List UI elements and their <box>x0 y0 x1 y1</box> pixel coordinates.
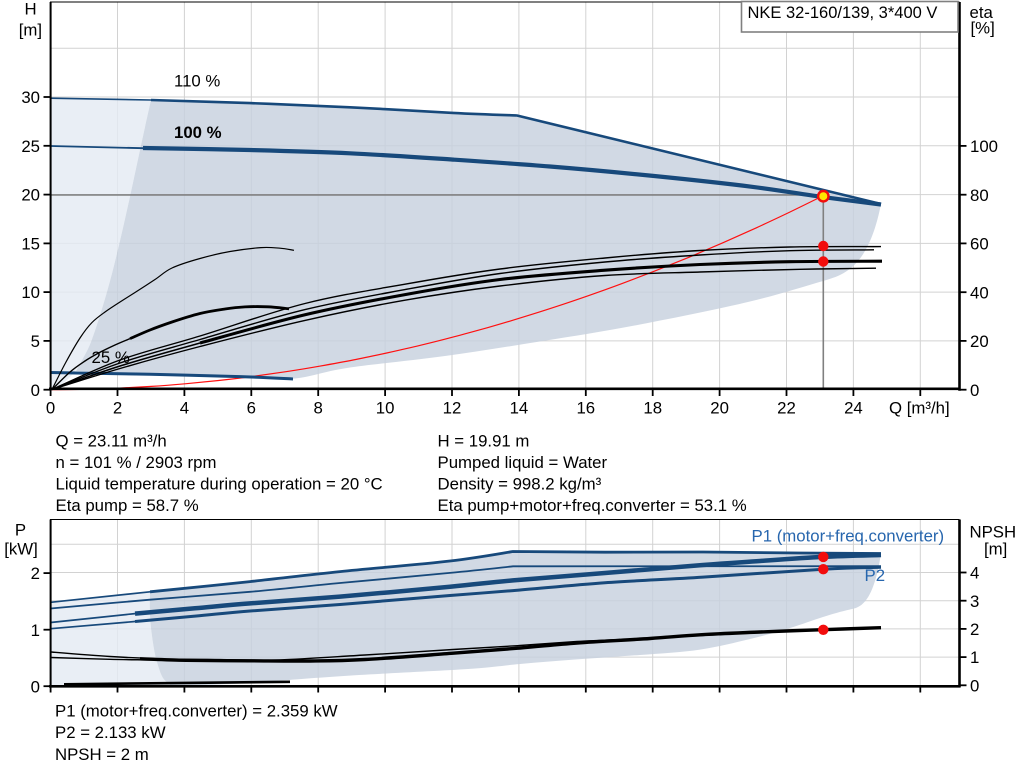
svg-text:20: 20 <box>710 398 729 417</box>
svg-text:0: 0 <box>46 398 55 417</box>
svg-text:1: 1 <box>970 648 979 667</box>
svg-text:H = 19.91 m: H = 19.91 m <box>438 432 530 451</box>
svg-text:22: 22 <box>777 398 796 417</box>
svg-text:NPSH = 2 m: NPSH = 2 m <box>55 745 149 764</box>
svg-text:20: 20 <box>970 332 989 351</box>
svg-text:80: 80 <box>970 186 989 205</box>
svg-text:20: 20 <box>21 186 40 205</box>
svg-text:110 %: 110 % <box>174 71 220 90</box>
svg-text:[m]: [m] <box>984 539 1007 558</box>
svg-text:Eta pump = 58.7 %: Eta pump = 58.7 % <box>56 496 199 515</box>
svg-text:40: 40 <box>970 283 989 302</box>
svg-text:15: 15 <box>21 235 40 254</box>
svg-text:16: 16 <box>576 398 595 417</box>
svg-text:3: 3 <box>970 592 979 611</box>
svg-text:18: 18 <box>643 398 662 417</box>
svg-text:1: 1 <box>31 621 40 640</box>
svg-text:100 %: 100 % <box>174 123 222 142</box>
svg-text:eta: eta <box>970 3 994 22</box>
svg-text:6: 6 <box>247 398 256 417</box>
svg-text:2: 2 <box>113 398 122 417</box>
svg-text:12: 12 <box>443 398 462 417</box>
svg-text:0: 0 <box>970 381 979 400</box>
svg-text:10: 10 <box>21 283 40 302</box>
svg-text:60: 60 <box>970 235 989 254</box>
svg-text:n = 101 % / 2903 rpm: n = 101 % / 2903 rpm <box>56 453 217 472</box>
svg-text:0: 0 <box>970 676 979 695</box>
svg-text:P: P <box>15 521 26 540</box>
svg-text:Pumped liquid = Water: Pumped liquid = Water <box>438 453 608 472</box>
svg-text:P2: P2 <box>865 566 886 585</box>
svg-text:100: 100 <box>970 137 998 156</box>
svg-text:Density = 998.2 kg/m³: Density = 998.2 kg/m³ <box>438 475 602 494</box>
svg-text:P1 (motor+freq.converter) = 2.: P1 (motor+freq.converter) = 2.359 kW <box>55 702 338 721</box>
svg-text:Q [m³/h]: Q [m³/h] <box>889 398 950 417</box>
svg-text:NKE 32-160/139, 3*400 V: NKE 32-160/139, 3*400 V <box>748 4 938 22</box>
svg-text:Liquid temperature during oper: Liquid temperature during operation = 20… <box>56 475 383 494</box>
svg-text:NPSH: NPSH <box>970 523 1017 542</box>
svg-text:25: 25 <box>21 137 40 156</box>
svg-text:P1 (motor+freq.converter): P1 (motor+freq.converter) <box>752 526 945 545</box>
svg-text:24: 24 <box>844 398 863 417</box>
svg-text:25 %: 25 % <box>92 348 130 367</box>
svg-text:[kW]: [kW] <box>4 540 38 559</box>
svg-text:5: 5 <box>31 332 40 351</box>
svg-text:2: 2 <box>31 564 40 583</box>
svg-text:P2 = 2.133 kW: P2 = 2.133 kW <box>55 723 166 742</box>
svg-text:8: 8 <box>314 398 323 417</box>
svg-text:0: 0 <box>31 381 40 400</box>
svg-text:10: 10 <box>376 398 395 417</box>
svg-text:0: 0 <box>31 677 40 696</box>
svg-text:4: 4 <box>970 564 979 583</box>
svg-text:[%]: [%] <box>971 19 995 38</box>
svg-text:Q = 23.11 m³/h: Q = 23.11 m³/h <box>56 432 167 451</box>
svg-text:14: 14 <box>510 398 529 417</box>
svg-text:H: H <box>25 0 37 19</box>
svg-text:Eta pump+motor+freq.converter: Eta pump+motor+freq.converter = 53.1 % <box>438 496 747 515</box>
svg-text:30: 30 <box>21 88 40 107</box>
svg-text:2: 2 <box>970 620 979 639</box>
svg-text:[m]: [m] <box>19 21 42 40</box>
svg-text:4: 4 <box>180 398 189 417</box>
